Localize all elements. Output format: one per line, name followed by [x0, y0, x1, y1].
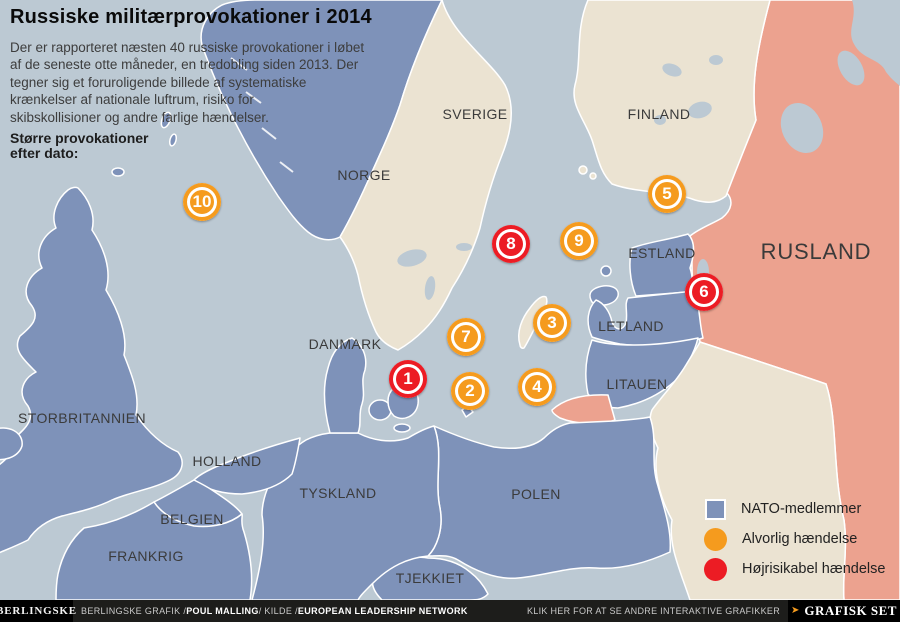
country-frankrig [55, 501, 253, 600]
country-label-holland: HOLLAND [192, 453, 262, 469]
nato-square-swatch [705, 498, 726, 520]
country-label-belgien: BELGIEN [160, 511, 224, 527]
baltic-map [0, 0, 900, 600]
country-label-tyskland: TYSKLAND [299, 485, 377, 501]
country-label-litauen: LITAUEN [606, 376, 668, 392]
intro-line: tegner sig et foruroligende billede af s… [10, 74, 307, 90]
berlingske-logo: BERLINGSKE [0, 600, 76, 622]
country-sverige [339, 0, 512, 351]
country-estland [629, 233, 695, 297]
marker-1[interactable]: 1 [389, 360, 427, 398]
marker-4[interactable]: 4 [518, 368, 556, 406]
country-danmark [323, 337, 367, 434]
country-label-danmark: DANMARK [308, 336, 382, 352]
marker-8[interactable]: 8 [492, 225, 530, 263]
markers-subtitle: Større provokationer efter dato: [10, 130, 149, 161]
island-lolland [393, 423, 411, 433]
legend-item-nato: NATO-medlemmer [703, 494, 885, 524]
intro-line: krænkelser af nationale luftrum, risiko … [10, 92, 254, 108]
marker-10[interactable]: 10 [183, 183, 221, 221]
marker-2[interactable]: 2 [451, 372, 489, 410]
island-shetland [160, 111, 172, 129]
marker-9[interactable]: 9 [560, 222, 598, 260]
orange-circle-swatch [704, 527, 727, 551]
intro-line: af de seneste otte måneder, en tredoblin… [10, 57, 359, 73]
country-letland [587, 290, 704, 347]
region-northern-ireland [0, 427, 23, 461]
interactive-graphics-link[interactable]: KLIK HER FOR AT SE ANDRE INTERAKTIVE GRA… [526, 606, 780, 616]
island-orkney [111, 167, 125, 177]
marker-6[interactable]: 6 [685, 273, 723, 311]
country-label-tjekkiet: TJEKKIET [395, 570, 465, 586]
country-label-frankrig: FRANKRIG [108, 548, 184, 564]
legend: NATO-medlemmer Alvorlig hændelse Højrisi… [703, 494, 885, 584]
marker-7[interactable]: 7 [447, 318, 485, 356]
country-label-polen: POLEN [511, 486, 561, 502]
credits: BERLINGSKE GRAFIK / POUL MALLING / KILDE… [81, 606, 468, 616]
arrow-icon: ➤ [791, 605, 800, 616]
red-circle-swatch [704, 557, 727, 581]
country-label-letland: LETLAND [598, 318, 664, 334]
page-title: Russiske militærprovokationer i 2014 [10, 6, 372, 28]
marker-5[interactable]: 5 [648, 175, 686, 213]
island-hiiumaa [600, 265, 612, 277]
country-label-sverige: SVERIGE [442, 106, 508, 122]
credit-author: POUL MALLING [186, 606, 259, 616]
legend-item-hojrisikabel: Højrisikabel hændelse [703, 554, 885, 584]
marker-3[interactable]: 3 [533, 304, 571, 342]
credit-source: EUROPEAN LEADERSHIP NETWORK [297, 606, 468, 616]
grafisk-set-badge[interactable]: ➤ GRAFISK SET [788, 600, 900, 622]
country-label-storbritannien: STORBRITANNIEN [18, 410, 146, 426]
country-label-estland: ESTLAND [628, 245, 696, 261]
country-belarus [649, 341, 847, 600]
country-litauen [585, 337, 699, 409]
intro-paragraph: Der er rapporteret næsten 40 russiske pr… [10, 39, 364, 126]
legend-item-alvorlig: Alvorlig hændelse [703, 524, 885, 554]
footer-bar: BERLINGSKE BERLINGSKE GRAFIK / POUL MALL… [0, 600, 900, 622]
island-shetland-2 [168, 133, 178, 147]
country-storbritannien [0, 186, 183, 554]
country-label-finland: FINLAND [627, 106, 691, 122]
country-label-rusland: RUSLAND [760, 239, 872, 264]
intro-line: skibskollisioner og andre farlige hændel… [10, 109, 269, 125]
country-label-norge: NORGE [337, 167, 391, 183]
intro-line: Der er rapporteret næsten 40 russiske pr… [10, 40, 365, 55]
